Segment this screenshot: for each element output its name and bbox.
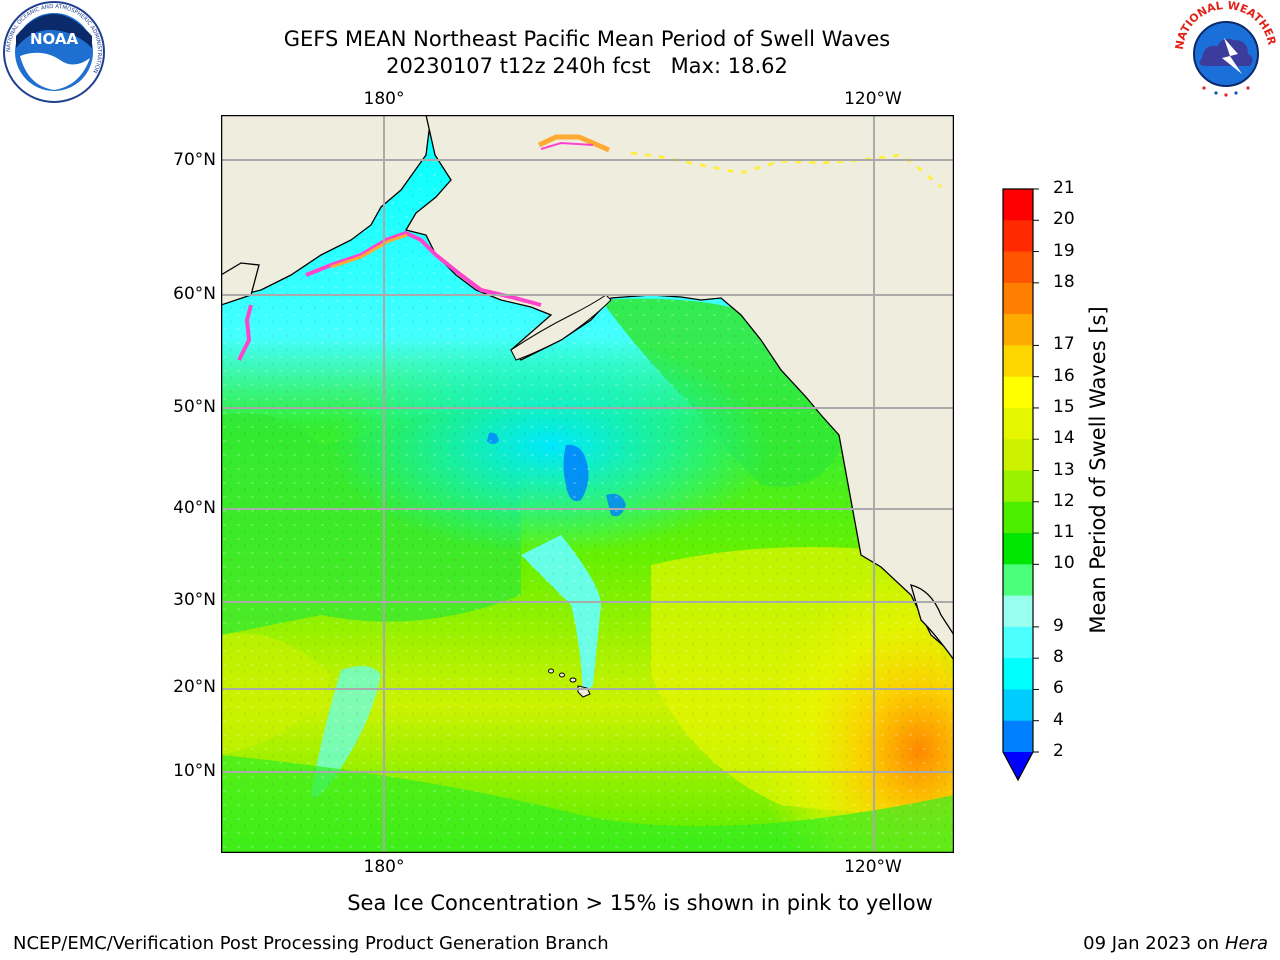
colorbar-tick-label: 20 <box>1053 209 1075 230</box>
colorbar-extend-arrow <box>1003 752 1033 780</box>
nws-logo-icon: NATIONAL WEATHER SERVICE <box>1174 0 1278 101</box>
alaska-peninsula <box>510 294 612 361</box>
colorbar-tick-label: 10 <box>1053 553 1075 574</box>
colorbar-swatch <box>1003 626 1033 659</box>
graticule <box>221 115 954 853</box>
colorbar-swatch <box>1003 376 1033 409</box>
colorbar-swatch <box>1003 533 1033 565</box>
lon-label-top-180: 180° <box>363 89 405 109</box>
footer-date-text: 09 Jan 2023 on <box>1083 933 1225 954</box>
colorbar-swatch <box>1003 220 1033 253</box>
map-title-line2: 20230107 t12z 240h fcst Max: 18.62 <box>386 54 788 78</box>
sea-ice-note: Sea Ice Concentration > 15% is shown in … <box>347 891 933 915</box>
colorbar <box>1002 188 1039 782</box>
colorbar-swatch <box>1003 720 1033 753</box>
sea-ice-beaufort <box>630 151 942 189</box>
colorbar-tick-label: 19 <box>1053 240 1075 261</box>
colorbar-tick-label: 21 <box>1053 178 1075 198</box>
colorbar-swatch <box>1003 251 1033 284</box>
lat-label-40n: 40°N <box>173 498 216 518</box>
lat-label-50n: 50°N <box>173 397 216 417</box>
lon-label-bottom-180: 180° <box>363 857 405 877</box>
sea-ice-bering-orange <box>330 233 408 269</box>
lat-label-20n: 20°N <box>173 677 216 697</box>
noaa-logo-text: NOAA <box>30 30 79 48</box>
colorbar-swatch <box>1003 501 1033 534</box>
colorbar-swatch <box>1003 314 1033 346</box>
map-title-line1: GEFS MEAN Northeast Pacific Mean Period … <box>283 27 891 51</box>
colorbar-tick-label: 15 <box>1053 396 1075 417</box>
lat-label-60n: 60°N <box>173 284 216 304</box>
land-mexico <box>910 584 954 662</box>
colorbar-swatch <box>1003 689 1033 722</box>
colorbar-swatch <box>1003 282 1033 315</box>
footer-host: Hera <box>1224 933 1268 954</box>
lon-label-bottom-120w: 120°W <box>844 857 902 877</box>
colorbar-swatch <box>1003 470 1033 503</box>
colorbar-swatch <box>1003 189 1033 221</box>
colorbar-tick-label: 13 <box>1053 459 1075 480</box>
colorbar-swatch <box>1003 439 1033 471</box>
footer-branch: NCEP/EMC/Verification Post Processing Pr… <box>13 933 609 954</box>
swell-period-map <box>221 115 954 853</box>
sea-ice-bering <box>305 230 542 307</box>
lat-label-10n: 10°N <box>173 761 216 781</box>
land-north-america <box>404 115 954 656</box>
colorbar-tick-label: 14 <box>1053 428 1075 449</box>
colorbar-swatch <box>1003 407 1033 440</box>
colorbar-tick-label: 9 <box>1053 615 1064 636</box>
sea-ice-chukchi-pink <box>540 141 594 150</box>
lon-label-top-120w: 120°W <box>844 89 902 109</box>
sea-ice-chukchi <box>537 134 611 153</box>
colorbar-tick-label: 4 <box>1053 709 1064 730</box>
colorbar-swatch <box>1003 595 1033 628</box>
colorbar-tick-label: 8 <box>1053 647 1064 668</box>
colorbar-tick-label: 11 <box>1053 522 1075 543</box>
colorbar-tick-label: 18 <box>1053 271 1075 292</box>
colorbar-label: Mean Period of Swell Waves [s] <box>1086 306 1110 634</box>
colorbar-tick-label: 2 <box>1053 741 1064 761</box>
colorbar-swatch <box>1003 564 1033 597</box>
footer-date: 09 Jan 2023 on Hera <box>1083 933 1268 954</box>
colorbar-tick-label: 12 <box>1053 490 1075 511</box>
sea-ice-west-edge <box>237 304 253 361</box>
colorbar-swatch <box>1003 658 1033 690</box>
noaa-logo-icon: NATIONAL OCEANIC AND ATMOSPHERIC ADMINIS… <box>3 1 105 103</box>
colorbar-outline <box>1002 188 1034 782</box>
lat-label-30n: 30°N <box>173 590 216 610</box>
colorbar-tick-label: 6 <box>1053 678 1064 699</box>
colorbar-swatch <box>1003 345 1033 378</box>
lat-label-70n: 70°N <box>173 150 216 170</box>
colorbar-tick-label: 17 <box>1053 334 1075 355</box>
colorbar-tick-label: 16 <box>1053 365 1075 386</box>
